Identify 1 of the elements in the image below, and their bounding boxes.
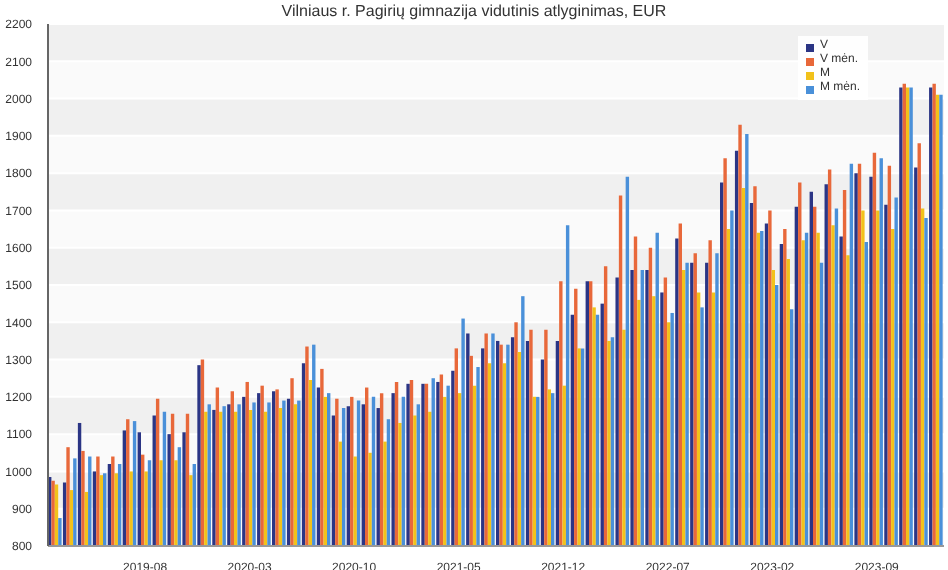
- chart-title: Vilniaus r. Pagirių gimnazija vidutinis atlyginimas, EUR: [279, 2, 669, 20]
